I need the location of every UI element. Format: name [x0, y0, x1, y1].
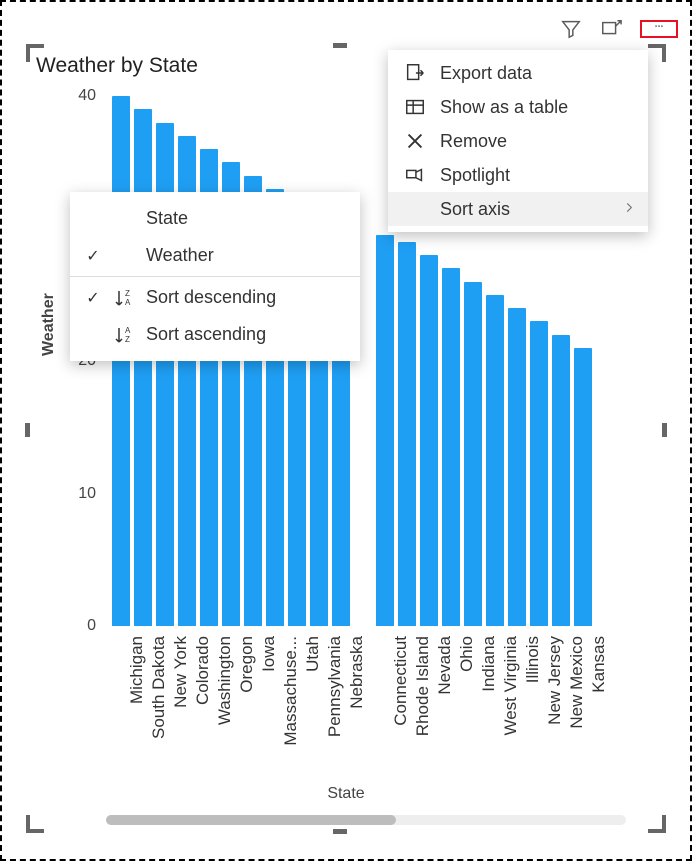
bar[interactable] [288, 348, 306, 626]
x-tick: New York [171, 636, 191, 708]
resize-handle[interactable] [26, 815, 44, 833]
x-tick: Utah [303, 636, 323, 672]
bar[interactable] [112, 96, 130, 626]
x-tick: Ohio [457, 636, 477, 672]
menu-item-sort-axis[interactable]: Sort axis [388, 192, 648, 226]
y-axis-label: Weather [40, 293, 58, 356]
x-tick: Kansas [589, 636, 609, 693]
x-tick: Illinois [523, 636, 543, 683]
svg-text:A: A [125, 298, 131, 307]
chevron-right-icon [622, 199, 636, 220]
bar[interactable] [134, 109, 152, 626]
visual-toolbar [560, 18, 678, 40]
menu-item-remove[interactable]: Remove [388, 124, 648, 158]
x-tick: West Virginia [501, 636, 521, 736]
svg-text:Z: Z [125, 289, 130, 298]
svg-text:Z: Z [125, 335, 130, 344]
context-menu: Export data Show as a table Remove Spotligh… [388, 50, 648, 232]
menu-item-label: Sort axis [440, 199, 510, 220]
sort-icon [404, 198, 426, 220]
x-tick: Massachuse... [281, 636, 301, 746]
x-tick: Rhode Island [413, 636, 433, 736]
bar[interactable] [530, 321, 548, 626]
x-tick: Colorado [193, 636, 213, 705]
check-icon: ✓ [84, 288, 102, 308]
scrollbar-thumb[interactable] [106, 815, 396, 825]
bar[interactable] [574, 348, 592, 626]
bar[interactable] [310, 348, 328, 626]
more-options-button[interactable] [640, 20, 678, 38]
menu-item-label: Show as a table [440, 97, 568, 118]
bar[interactable] [332, 348, 350, 626]
x-tick: Nebraska [347, 636, 367, 709]
bar[interactable] [398, 242, 416, 626]
x-tick: New Mexico [567, 636, 587, 729]
y-tick: 0 [70, 617, 96, 635]
submenu-item-weather[interactable]: ✓ Weather [70, 237, 360, 274]
x-tick: New Jersey [545, 636, 565, 725]
spotlight-icon [404, 164, 426, 186]
x-axis-label: State [28, 785, 664, 803]
menu-item-label: Export data [440, 63, 532, 84]
x-tick: Michigan [127, 636, 147, 704]
resize-handle[interactable] [662, 423, 667, 437]
menu-item-label: Remove [440, 131, 507, 152]
menu-item-export-data[interactable]: Export data [388, 56, 648, 90]
resize-handle[interactable] [648, 44, 666, 62]
sort-axis-submenu: State✓Weather✓ZASort descendingAZSort as… [70, 192, 360, 361]
export-icon [404, 62, 426, 84]
menu-item-show-as-a-table[interactable]: Show as a table [388, 90, 648, 124]
chart-title: Weather by State [36, 54, 198, 78]
remove-icon [404, 130, 426, 152]
svg-text:A: A [125, 326, 131, 335]
focus-mode-icon[interactable] [600, 18, 622, 40]
y-tick: 40 [70, 87, 96, 105]
check-icon: ✓ [84, 246, 102, 266]
resize-handle[interactable] [648, 815, 666, 833]
submenu-item-label: State [146, 208, 188, 229]
submenu-item-sort-descending[interactable]: ✓ ZA Sort descending [70, 279, 360, 316]
menu-item-spotlight[interactable]: Spotlight [388, 158, 648, 192]
table-icon [404, 96, 426, 118]
resize-handle[interactable] [333, 829, 347, 834]
sort-asc-icon: AZ [112, 325, 136, 345]
bar[interactable] [486, 295, 504, 626]
y-tick: 10 [70, 485, 96, 503]
sort-desc-icon: ZA [112, 288, 136, 308]
x-tick: Iowa [259, 636, 279, 672]
bar[interactable] [552, 335, 570, 627]
x-tick: Pennsylvania [325, 636, 345, 737]
x-tick: Nevada [435, 636, 455, 695]
submenu-item-label: Sort descending [146, 287, 276, 308]
x-tick: South Dakota [149, 636, 169, 739]
bar[interactable] [376, 235, 394, 626]
resize-handle[interactable] [333, 43, 347, 48]
bar[interactable] [420, 255, 438, 626]
x-tick: Washington [215, 636, 235, 725]
bar[interactable] [508, 308, 526, 626]
x-tick: Connecticut [391, 636, 411, 726]
submenu-item-sort-ascending[interactable]: AZ Sort ascending [70, 316, 360, 353]
submenu-item-state[interactable]: State [70, 200, 360, 237]
submenu-item-label: Sort ascending [146, 324, 266, 345]
x-tick: Indiana [479, 636, 499, 692]
resize-handle[interactable] [25, 423, 30, 437]
menu-item-label: Spotlight [440, 165, 510, 186]
menu-divider [70, 276, 360, 277]
horizontal-scrollbar[interactable] [106, 815, 626, 825]
filter-icon[interactable] [560, 18, 582, 40]
x-tick: Oregon [237, 636, 257, 693]
bar[interactable] [442, 268, 460, 626]
submenu-item-label: Weather [146, 245, 214, 266]
bar[interactable] [464, 282, 482, 627]
